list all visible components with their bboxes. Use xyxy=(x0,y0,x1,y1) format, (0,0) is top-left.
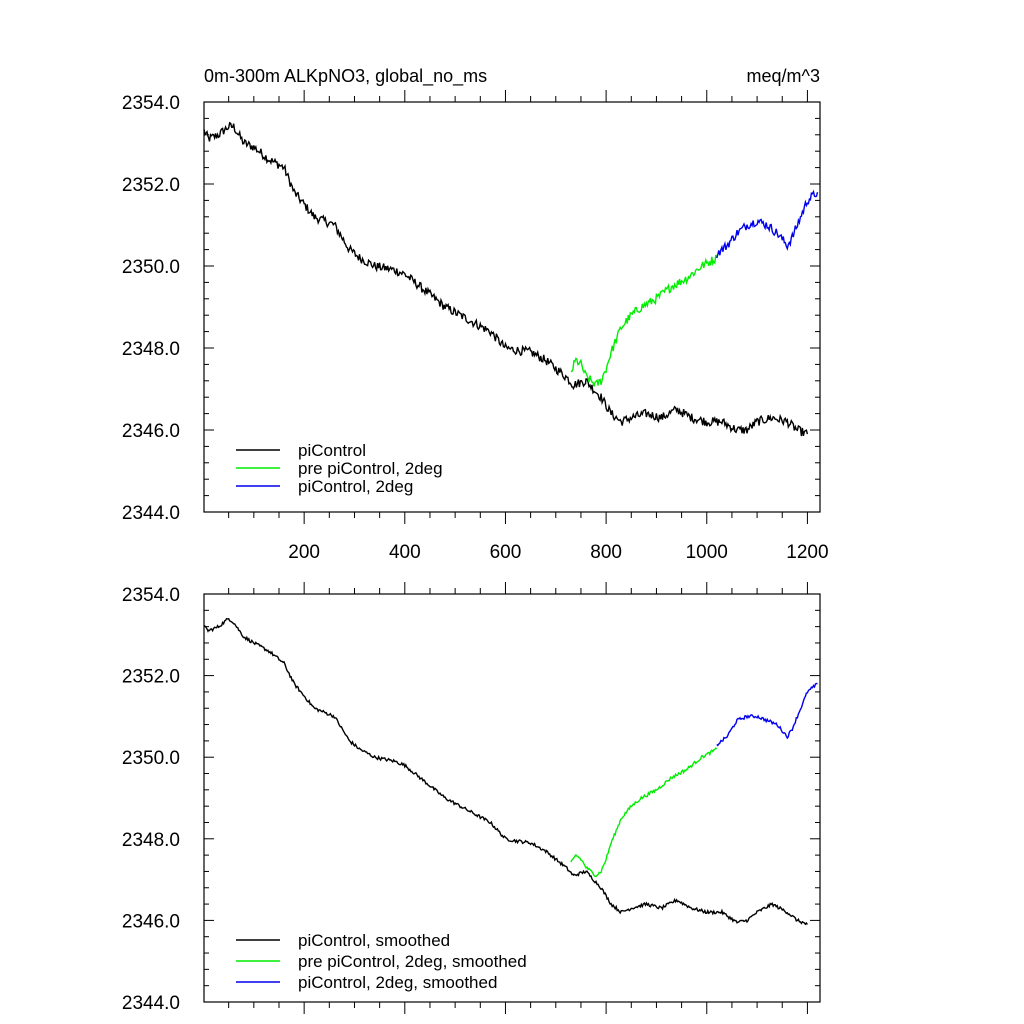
y-tick-label: 2344.0 xyxy=(122,503,180,524)
series-line-pre-picontrol-2deg-smoothed xyxy=(570,747,718,878)
series-line-picontrol-2deg-smoothed xyxy=(716,682,818,747)
legend-label: pre piControl, 2deg xyxy=(298,459,443,478)
plot-frame xyxy=(203,101,821,513)
series-line-pre-picontrol-2deg xyxy=(570,254,718,387)
units-label: meq/m^3 xyxy=(747,66,820,86)
chart-title: 0m-300m ALKpNO3, global_no_ms xyxy=(204,66,487,87)
series-line-picontrol xyxy=(203,121,809,437)
plot-frame xyxy=(203,593,821,1003)
y-tick-label: 2348.0 xyxy=(122,830,180,851)
legend-label: piControl xyxy=(298,441,366,460)
x-tick-label: 800 xyxy=(590,542,622,563)
y-tick-label: 2346.0 xyxy=(122,911,180,932)
bottom-panel: 2344.0 2346.0 2348.0 2350.0 2352.0 2354.0 piCo… xyxy=(122,582,821,1014)
y-tick-label: 2352.0 xyxy=(122,667,180,688)
legend-label: piControl, 2deg xyxy=(298,477,413,496)
legend-label: piControl, smoothed xyxy=(298,931,450,950)
y-tick-label: 2350.0 xyxy=(122,748,180,769)
y-tick-label: 2350.0 xyxy=(122,257,180,278)
y-tick-label: 2346.0 xyxy=(122,421,180,442)
y-tick-label: 2352.0 xyxy=(122,175,180,196)
x-tick-label: 200 xyxy=(288,542,320,563)
legend-label: pre piControl, 2deg, smoothed xyxy=(298,952,527,971)
y-tick-label: 2348.0 xyxy=(122,339,180,360)
y-tick-label: 2354.0 xyxy=(122,585,180,606)
x-tick-label: 1000 xyxy=(686,542,728,563)
y-tick-label: 2354.0 xyxy=(122,93,180,114)
series-line-picontrol-smoothed xyxy=(203,617,808,926)
top-panel: 2344.0 2346.0 2348.0 2350.0 2352.0 2354.0 200 4… xyxy=(122,90,829,563)
legend-label: piControl, 2deg, smoothed xyxy=(298,973,497,992)
x-tick-label: 400 xyxy=(389,542,421,563)
series-line-picontrol-2deg xyxy=(716,189,819,259)
y-tick-label: 2344.0 xyxy=(122,993,180,1014)
x-tick-label: 600 xyxy=(490,542,522,563)
x-tick-label: 1200 xyxy=(786,542,828,563)
